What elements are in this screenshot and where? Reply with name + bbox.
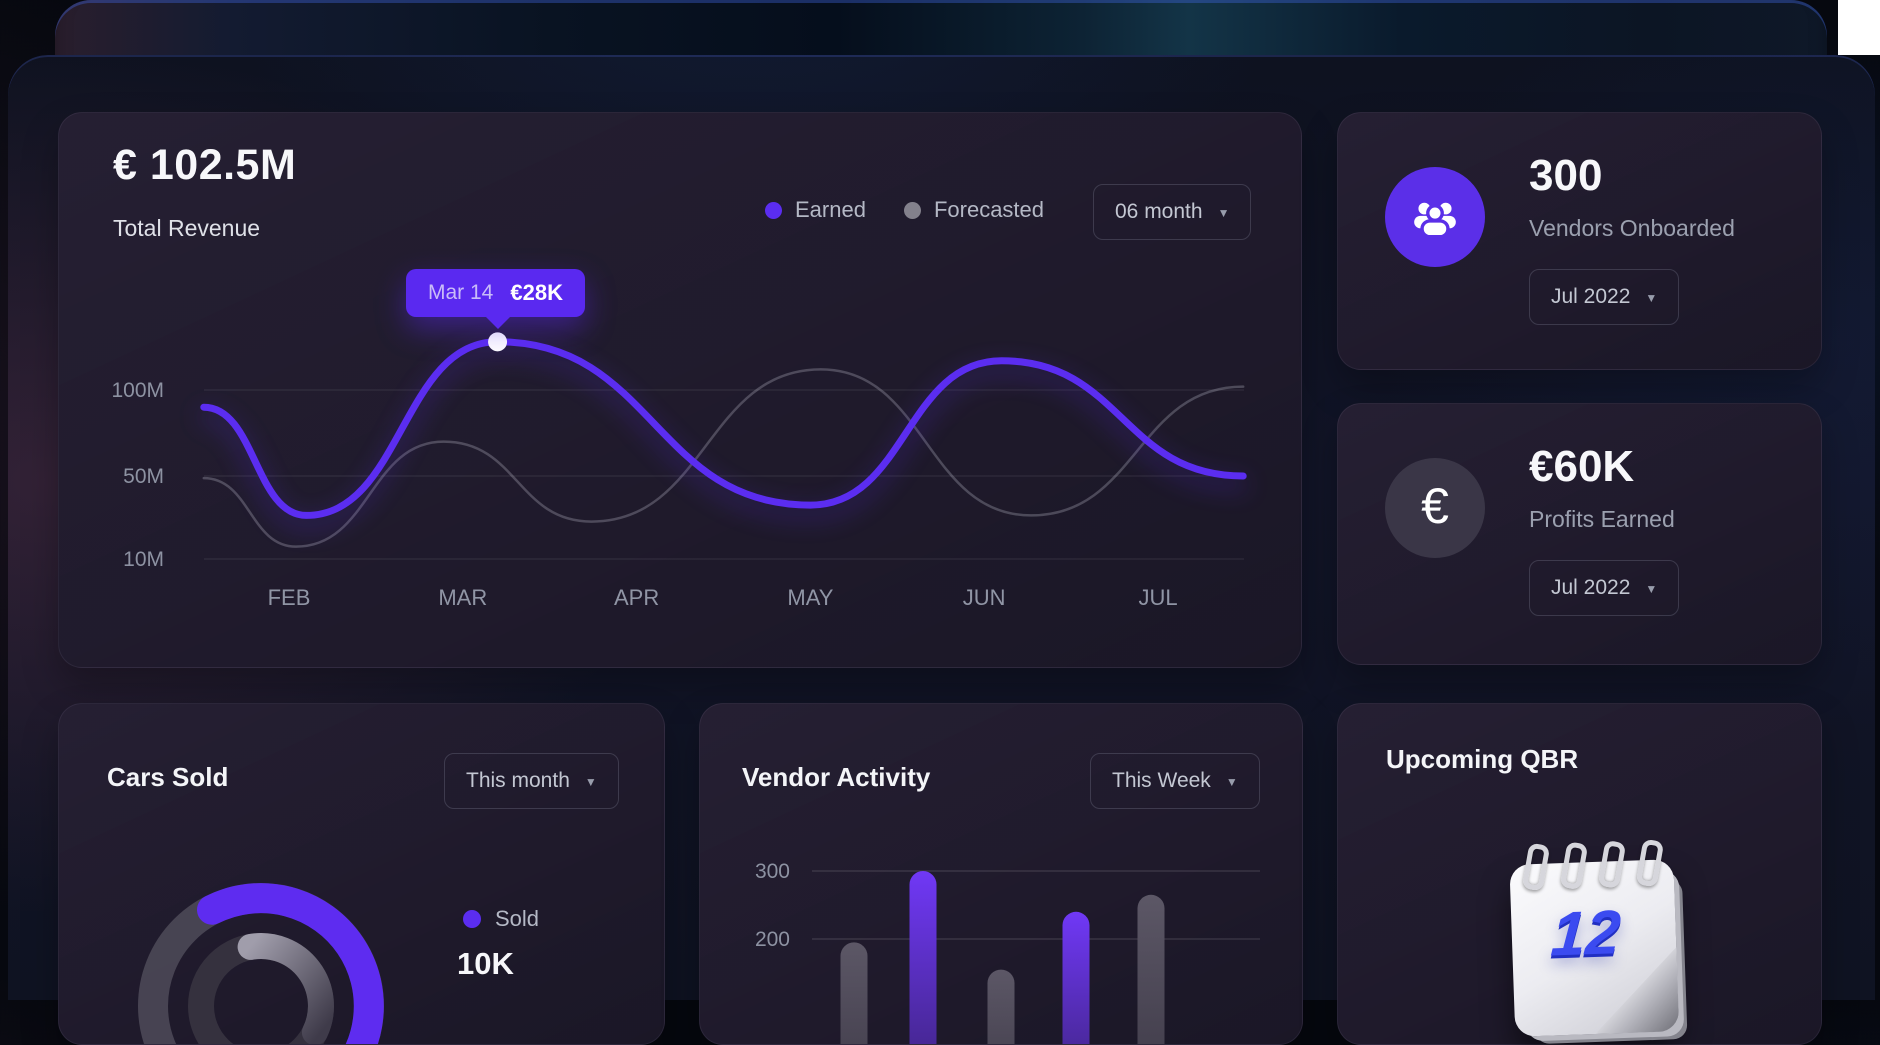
- legend-item-forecasted[interactable]: Forecasted: [903, 197, 1045, 223]
- profits-label: Profits Earned: [1529, 506, 1675, 532]
- svg-text:100M: 100M: [111, 379, 164, 402]
- revenue-x-axis-labels: FEB MAR APR MAY JUN JUL: [268, 585, 1178, 610]
- legend-item-earned[interactable]: Earned: [765, 197, 866, 223]
- revenue-gridlines: [204, 389, 1244, 560]
- vendors-value: 300: [1529, 151, 1603, 200]
- revenue-range-value: 06 month: [1115, 200, 1203, 223]
- svg-text:FEB: FEB: [268, 585, 311, 610]
- chevron-down-icon: ▼: [1645, 582, 1658, 596]
- profits-month-dropdown[interactable]: Jul 2022 ▼: [1529, 560, 1680, 616]
- svg-text:10M: 10M: [123, 548, 164, 571]
- vendors-onboarded-card: 300 Vendors Onboarded Jul 2022 ▼: [1337, 112, 1822, 370]
- svg-text:200: 200: [755, 928, 790, 951]
- tooltip-value: €28K: [510, 280, 563, 305]
- profits-value: €60K: [1529, 442, 1635, 491]
- sold-label: Sold: [495, 906, 540, 931]
- vendor-activity-card: Vendor Activity This Week ▼ 300 200: [699, 703, 1303, 1045]
- forecasted-line: [202, 368, 1245, 548]
- tooltip-date: Mar 14: [428, 281, 494, 304]
- revenue-y-axis-labels: 100M 50M 10M: [111, 379, 164, 571]
- page-corner-highlight: [1838, 0, 1880, 55]
- svg-text:APR: APR: [614, 585, 659, 610]
- chevron-down-icon: ▼: [1645, 291, 1658, 305]
- legend-earned-label: Earned: [795, 197, 866, 222]
- vendor-activity-title: Vendor Activity: [742, 762, 931, 792]
- chevron-down-icon: ▼: [1217, 206, 1230, 220]
- total-revenue-card: € 102.5M Total Revenue Earned Forecasted…: [58, 112, 1302, 668]
- cars-sold-title: Cars Sold: [107, 762, 229, 792]
- svg-text:JUN: JUN: [963, 585, 1006, 610]
- revenue-range-dropdown[interactable]: 06 month ▼: [1093, 184, 1252, 240]
- total-revenue-value: € 102.5M: [113, 141, 297, 189]
- vendor-activity-range-dropdown[interactable]: This Week ▼: [1090, 753, 1260, 809]
- profits-month-value: Jul 2022: [1551, 576, 1631, 599]
- svg-text:MAR: MAR: [438, 585, 487, 610]
- qbr-title: Upcoming QBR: [1386, 744, 1579, 774]
- dashboard-panel: € 102.5M Total Revenue Earned Forecasted…: [8, 55, 1875, 1045]
- svg-text:300: 300: [755, 860, 790, 883]
- revenue-line-chart[interactable]: 100M 50M 10M FEB MAR APR MAY JUN JUL: [59, 113, 1301, 667]
- euro-icon: €: [1385, 458, 1485, 558]
- svg-text:MAY: MAY: [787, 585, 833, 610]
- vendors-month-dropdown[interactable]: Jul 2022 ▼: [1529, 269, 1680, 325]
- cars-sold-range-dropdown[interactable]: This month ▼: [444, 753, 619, 809]
- calendar-icon: 12: [1503, 838, 1686, 1037]
- profits-earned-card: € €60K Profits Earned Jul 2022 ▼: [1337, 403, 1822, 665]
- chart-tooltip: Mar 14 €28K: [406, 269, 585, 329]
- vendors-label: Vendors Onboarded: [1529, 215, 1735, 241]
- vendors-month-value: Jul 2022: [1551, 285, 1631, 308]
- vendor-activity-range-value: This Week: [1112, 769, 1211, 792]
- earned-line: [200, 338, 1247, 519]
- people-icon: [1385, 167, 1485, 267]
- earned-dot-icon: [765, 201, 782, 219]
- vendor-activity-bar-chart: 300 200: [755, 860, 1260, 1044]
- upcoming-qbr-card: Upcoming QBR 12: [1337, 703, 1822, 1045]
- cars-sold-range-value: This month: [466, 769, 570, 792]
- cars-sold-card: Cars Sold This month ▼ Sold 10K: [58, 703, 665, 1045]
- cars-sold-value: 10K: [457, 946, 514, 981]
- sold-dot-icon: [463, 910, 481, 928]
- calendar-day-number: 12: [1548, 897, 1623, 970]
- revenue-legend: Earned Forecasted: [765, 197, 1044, 223]
- cars-sold-legend-item[interactable]: Sold: [463, 906, 539, 932]
- forecasted-dot-icon: [903, 201, 921, 219]
- chevron-down-icon: ▼: [584, 775, 597, 789]
- svg-text:JUL: JUL: [1138, 585, 1177, 610]
- highlight-point-marker: [488, 332, 508, 352]
- total-revenue-label: Total Revenue: [113, 215, 261, 241]
- cars-sold-donut-chart: [138, 883, 384, 1044]
- svg-text:50M: 50M: [123, 465, 164, 488]
- chevron-down-icon: ▼: [1225, 775, 1238, 789]
- legend-forecasted-label: Forecasted: [933, 197, 1045, 222]
